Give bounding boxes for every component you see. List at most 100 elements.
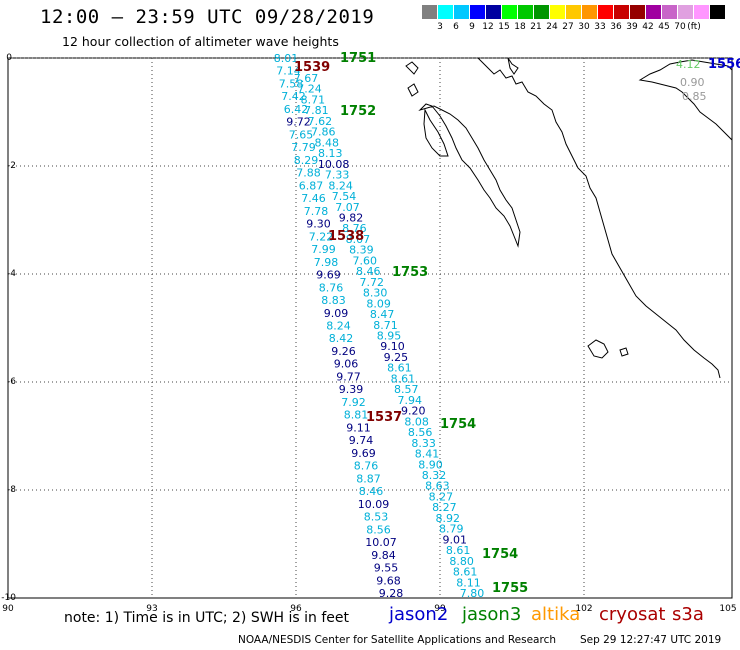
wave-height-value: 7.98 (314, 256, 339, 269)
legend-label: 45 (658, 22, 670, 32)
wave-height-value: 8.81 (344, 409, 369, 422)
coastline (638, 59, 733, 142)
legend-label: 42 (642, 22, 654, 32)
legend-swatch (614, 5, 629, 19)
wave-height-value: 7.60 (353, 254, 378, 267)
wave-height-value: 8.56 (366, 523, 391, 536)
legend-swatch (710, 5, 725, 19)
wave-height-value: 9.30 (306, 218, 331, 231)
wave-height-value: 7.33 (325, 169, 350, 182)
wave-height-value: 9.74 (349, 434, 374, 447)
legend-swatch (582, 5, 597, 19)
legend-swatch (598, 5, 613, 19)
wave-height-value: 8.47 (370, 308, 395, 321)
wave-height-value: 7.42 (281, 90, 306, 103)
wave-height-value: 9.82 (339, 211, 364, 224)
wave-height-value: 9.39 (339, 383, 364, 396)
wave-height-value: 8.48 (315, 136, 340, 149)
wave-height-value: 8.41 (415, 448, 440, 461)
legend-label: 39 (626, 22, 638, 32)
legend-swatch (518, 5, 533, 19)
x-tick-label: 93 (146, 604, 157, 614)
wave-height-value: 10.08 (318, 158, 350, 171)
pass-time-label: 1556 (708, 57, 740, 72)
pass-time-label: 1537 (366, 410, 402, 425)
wave-height-value: 8.09 (366, 297, 391, 310)
wave-height-value: 8.92 (436, 512, 461, 525)
wave-height-value: 8.76 (319, 281, 344, 294)
wave-height-value: 6.42 (284, 103, 309, 116)
pass-time-label: 1751 (340, 51, 376, 66)
footer-org: NOAA/NESDIS Center for Satellite Applica… (238, 634, 556, 646)
note-text: note: 1) Time is in UTC; 2) SWH is in fe… (64, 610, 350, 626)
wave-height-value: 9.01 (442, 533, 467, 546)
legend-label: 33 (594, 22, 606, 32)
legend-label: 21 (530, 22, 542, 32)
legend-swatch (550, 5, 565, 19)
wave-height-value: 7.94 (398, 394, 423, 407)
legend-swatch (502, 5, 517, 19)
wave-height-value: 8.08 (404, 415, 429, 428)
wave-height-value: 8.90 (418, 458, 443, 471)
wave-height-value: 8.07 (346, 233, 371, 246)
wave-height-value: 7.79 (291, 141, 316, 154)
wave-height-value: 10.07 (365, 536, 397, 549)
page-title: 12:00 – 23:59 UTC 09/28/2019 (40, 6, 375, 28)
x-tick-label: 90 (2, 604, 14, 614)
legend-label: 9 (469, 22, 475, 32)
legend-swatch (470, 5, 485, 19)
legend-label: 15 (498, 22, 510, 32)
wave-height-value: 9.20 (401, 405, 426, 418)
wave-height-value: 8.27 (429, 490, 454, 503)
pass-time-label: 1539 (294, 60, 330, 75)
wave-height-value: 8.56 (408, 426, 433, 439)
wave-height-value: 7.88 (296, 167, 321, 180)
satellite-jason2-label: jason2 (389, 604, 449, 625)
legend-label: 3 (437, 22, 443, 32)
wave-height-value: 9.25 (384, 351, 409, 364)
legend-label: 24 (546, 22, 558, 32)
map-frame (7, 57, 733, 599)
y-tick-label: -8 (7, 485, 16, 495)
wave-height-value: 7.72 (359, 276, 384, 289)
y-tick-label: -4 (7, 269, 16, 279)
wave-height-value: 7.78 (304, 205, 329, 218)
pass-time-label: 1755 (492, 581, 528, 596)
coastline (407, 83, 419, 97)
coastline (477, 57, 721, 379)
wave-height-value: 9.26 (331, 345, 356, 358)
legend-label: 70 (674, 22, 686, 32)
wave-height-value: 7.58 (279, 77, 304, 90)
legend-swatch (534, 5, 549, 19)
wave-height-value: 10.09 (358, 498, 390, 511)
wave-height-value: 8.76 (342, 222, 367, 235)
pass-time-label: 1753 (392, 265, 428, 280)
wave-height-value: 8.39 (349, 244, 374, 257)
wave-height-value: 8.63 (425, 480, 450, 493)
legend-swatch (646, 5, 661, 19)
legend-swatch (422, 5, 437, 19)
wave-height-value: 8.83 (321, 294, 346, 307)
wave-height-value: 9.09 (324, 307, 349, 320)
legend-label: 18 (514, 22, 526, 32)
coastline (507, 57, 519, 75)
wave-height-value: 8.24 (326, 320, 351, 333)
wave-height-value: 8.13 (318, 147, 343, 160)
wave-height-value: 9.28 (379, 587, 404, 600)
legend-unit: (ft) (687, 22, 701, 32)
x-tick-label: 99 (434, 604, 446, 614)
y-tick-label: 0 (6, 53, 12, 63)
coastline (423, 108, 449, 157)
wave-height-value: 8.71 (373, 319, 398, 332)
legend-swatch (566, 5, 581, 19)
wave-height-value: 9.72 (286, 116, 311, 129)
x-tick-label: 105 (719, 604, 736, 614)
wave-height-value: 9.11 (346, 421, 371, 434)
wave-height-value: 9.69 (316, 269, 341, 282)
wave-height-value: 7.46 (301, 192, 326, 205)
wave-height-value: 7.54 (332, 190, 357, 203)
wave-height-value: 9.84 (371, 549, 396, 562)
wave-height-value: 7.62 (308, 115, 333, 128)
x-tick-label: 96 (290, 604, 302, 614)
wave-height-value: 8.42 (329, 332, 354, 345)
